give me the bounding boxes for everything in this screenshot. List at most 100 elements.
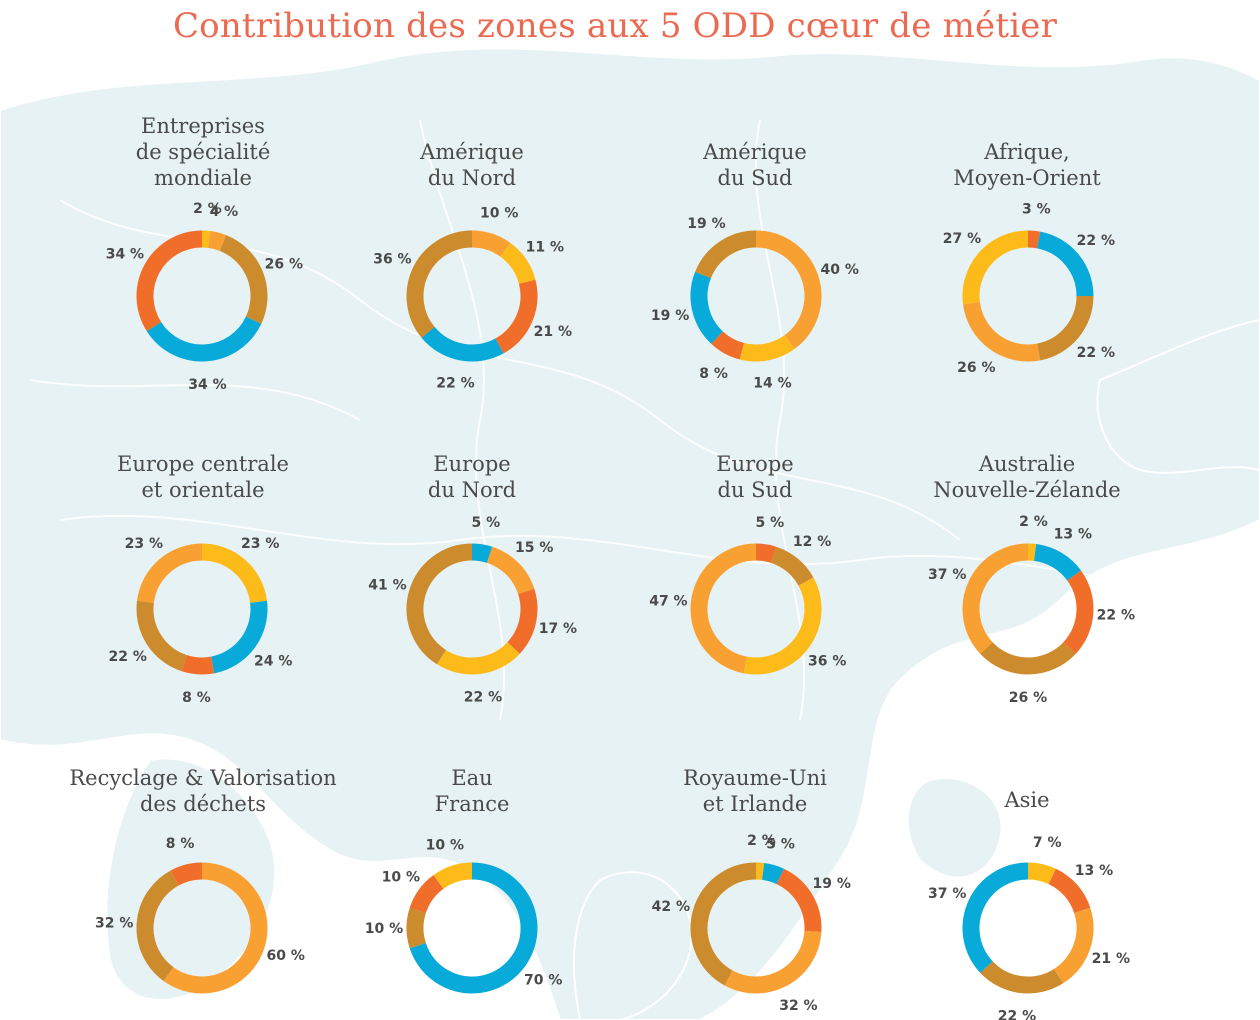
donut-0-label-0: 2 % (193, 201, 222, 217)
donut-5-label-2: 17 % (539, 621, 577, 637)
donut-10-label-0: 2 % (747, 833, 776, 849)
donut-7-label-4: 37 % (928, 567, 966, 583)
donut-chart-1: 10 % 11 % 21 % 22 % 36 % (373, 205, 572, 391)
donut-6-slice-3 (690, 543, 757, 674)
donut-2-slice-3 (690, 271, 724, 344)
donut-8-slice-0 (163, 862, 268, 994)
donut-chart-6: 5 % 12 % 36 % 47 % (649, 515, 846, 675)
donut-3-slice-4 (962, 230, 1029, 305)
chart-title-asie: Asie (1004, 788, 1050, 812)
donut-chart-10: 2 %5 % 19 % 32 % 42 % (652, 833, 851, 1014)
donut-2-slice-2 (711, 331, 745, 360)
chart-title-entreprises-specialite: Entreprises de spécialité mondiale (135, 114, 271, 190)
donut-1-label-4: 36 % (373, 252, 411, 268)
donut-9-label-1: 10 % (365, 921, 403, 937)
donut-4-label-4: 23 % (125, 536, 163, 552)
donut-5-label-4: 41 % (368, 577, 406, 593)
donut-10-label-2: 19 % (813, 876, 851, 892)
donut-7-label-1: 13 % (1054, 526, 1092, 542)
donut-8-slice-1 (136, 870, 179, 981)
donut-2-label-2: 8 % (699, 366, 728, 382)
chart-title-royaume-uni: Royaume-Uni et Irlande (683, 766, 827, 816)
chart-title-australie: Australie Nouvelle-Zélande (933, 452, 1121, 502)
donut-1-label-0: 10 % (480, 205, 518, 221)
donut-3-label-3: 26 % (957, 360, 995, 376)
donut-11-label-0: 7 % (1033, 835, 1062, 851)
chart-title-europe-nord: Europe du Nord (427, 452, 517, 502)
donut-chart-11: 7 % 13 % 21 % 22 % 37 % (928, 835, 1130, 1020)
donut-chart-0: 2 %4 % 26 % 34 % 34 % (106, 201, 303, 393)
donut-5-slice-3 (436, 641, 520, 675)
donut-2-slice-0 (755, 230, 822, 349)
donut-7-slice-3 (980, 641, 1076, 675)
donut-4-label-3: 22 % (109, 649, 147, 665)
donut-11-slice-1 (1048, 868, 1091, 914)
donut-4-slice-1 (210, 600, 268, 674)
donut-8-label-0: 60 % (267, 948, 305, 964)
donut-chart-7: 2 % 13 % 22 % 26 % 37 % (928, 514, 1135, 706)
donut-5-slice-0 (471, 543, 493, 563)
donut-0-label-4: 34 % (106, 247, 144, 263)
donut-11-label-3: 22 % (998, 1008, 1036, 1020)
donut-7-slice-1 (1033, 544, 1081, 581)
donut-1-label-2: 21 % (534, 324, 572, 340)
donut-chart-5: 5 % 15 % 17 % 22 % 41 % (368, 515, 577, 705)
donut-6-slice-0 (755, 543, 777, 563)
donut-2-slice-4 (695, 230, 757, 279)
donut-5-slice-1 (486, 546, 535, 595)
donut-3-slice-2 (1036, 295, 1094, 361)
donut-2-slice-1 (739, 334, 795, 362)
donut-4-slice-0 (201, 543, 267, 604)
donut-11-slice-3 (980, 960, 1064, 994)
donut-chart-8: 60 % 32 % 8 % (95, 836, 305, 994)
donut-0-slice-1 (207, 231, 227, 251)
donut-9-slice-3 (433, 862, 473, 889)
donut-10-slice-4 (690, 862, 757, 986)
donut-11-slice-4 (962, 862, 1029, 973)
donut-6-label-2: 36 % (808, 654, 846, 670)
donut-10-slice-2 (776, 868, 822, 933)
donut-10-slice-1 (761, 863, 784, 885)
donut-0-slice-3 (146, 316, 262, 362)
donut-1-label-3: 22 % (436, 375, 474, 391)
donut-11-slice-0 (1027, 862, 1056, 885)
donut-11-label-4: 37 % (928, 886, 966, 902)
donut-9-slice-0 (409, 862, 538, 994)
chart-title-amerique-nord: Amérique du Nord (420, 140, 524, 190)
donut-3-label-1: 22 % (1077, 233, 1115, 249)
donut-chart-9: 70 % 10 % 10 % 10 % (365, 837, 562, 994)
donut-4-label-1: 24 % (254, 654, 292, 670)
chart-title-europe-sud: Europe du Sud (716, 452, 794, 502)
donut-9-label-3: 10 % (426, 837, 464, 853)
donut-0-label-1: 4 % (210, 204, 239, 220)
donut-chart-4: 23 % 24 % 8 % 22 % 23 % (109, 536, 293, 706)
donut-7-label-3: 26 % (1009, 690, 1047, 706)
donut-4-label-2: 8 % (182, 690, 211, 706)
page-title: Contribution des zones aux 5 ODD cœur de… (172, 6, 1058, 46)
donut-4-slice-2 (181, 655, 215, 675)
donut-5-slice-2 (507, 588, 538, 654)
donut-5-label-3: 22 % (464, 689, 502, 705)
donut-2-label-3: 19 % (651, 308, 689, 324)
donut-1-slice-1 (500, 243, 536, 285)
donut-5-label-1: 15 % (515, 540, 553, 556)
donut-3-slice-3 (963, 301, 1041, 362)
donut-10-slice-3 (724, 930, 822, 994)
donut-11-slice-2 (1053, 907, 1094, 984)
donut-6-label-3: 47 % (649, 594, 687, 610)
donut-6-label-1: 12 % (793, 534, 831, 550)
donut-chart-3: 3 % 22 % 22 % 26 % 27 % (943, 201, 1115, 376)
donut-9-label-2: 10 % (382, 869, 420, 885)
donut-11-label-1: 13 % (1075, 863, 1113, 879)
donut-2-label-4: 19 % (687, 216, 725, 232)
donut-4-slice-3 (136, 600, 188, 672)
donut-7-slice-2 (1063, 570, 1094, 654)
donut-6-slice-2 (743, 577, 822, 675)
donut-3-label-0: 3 % (1022, 201, 1051, 217)
donut-2-label-1: 14 % (753, 375, 791, 391)
donut-10-label-3: 32 % (779, 998, 817, 1014)
donut-3-label-2: 22 % (1077, 345, 1115, 361)
donut-9-label-0: 70 % (524, 973, 562, 989)
